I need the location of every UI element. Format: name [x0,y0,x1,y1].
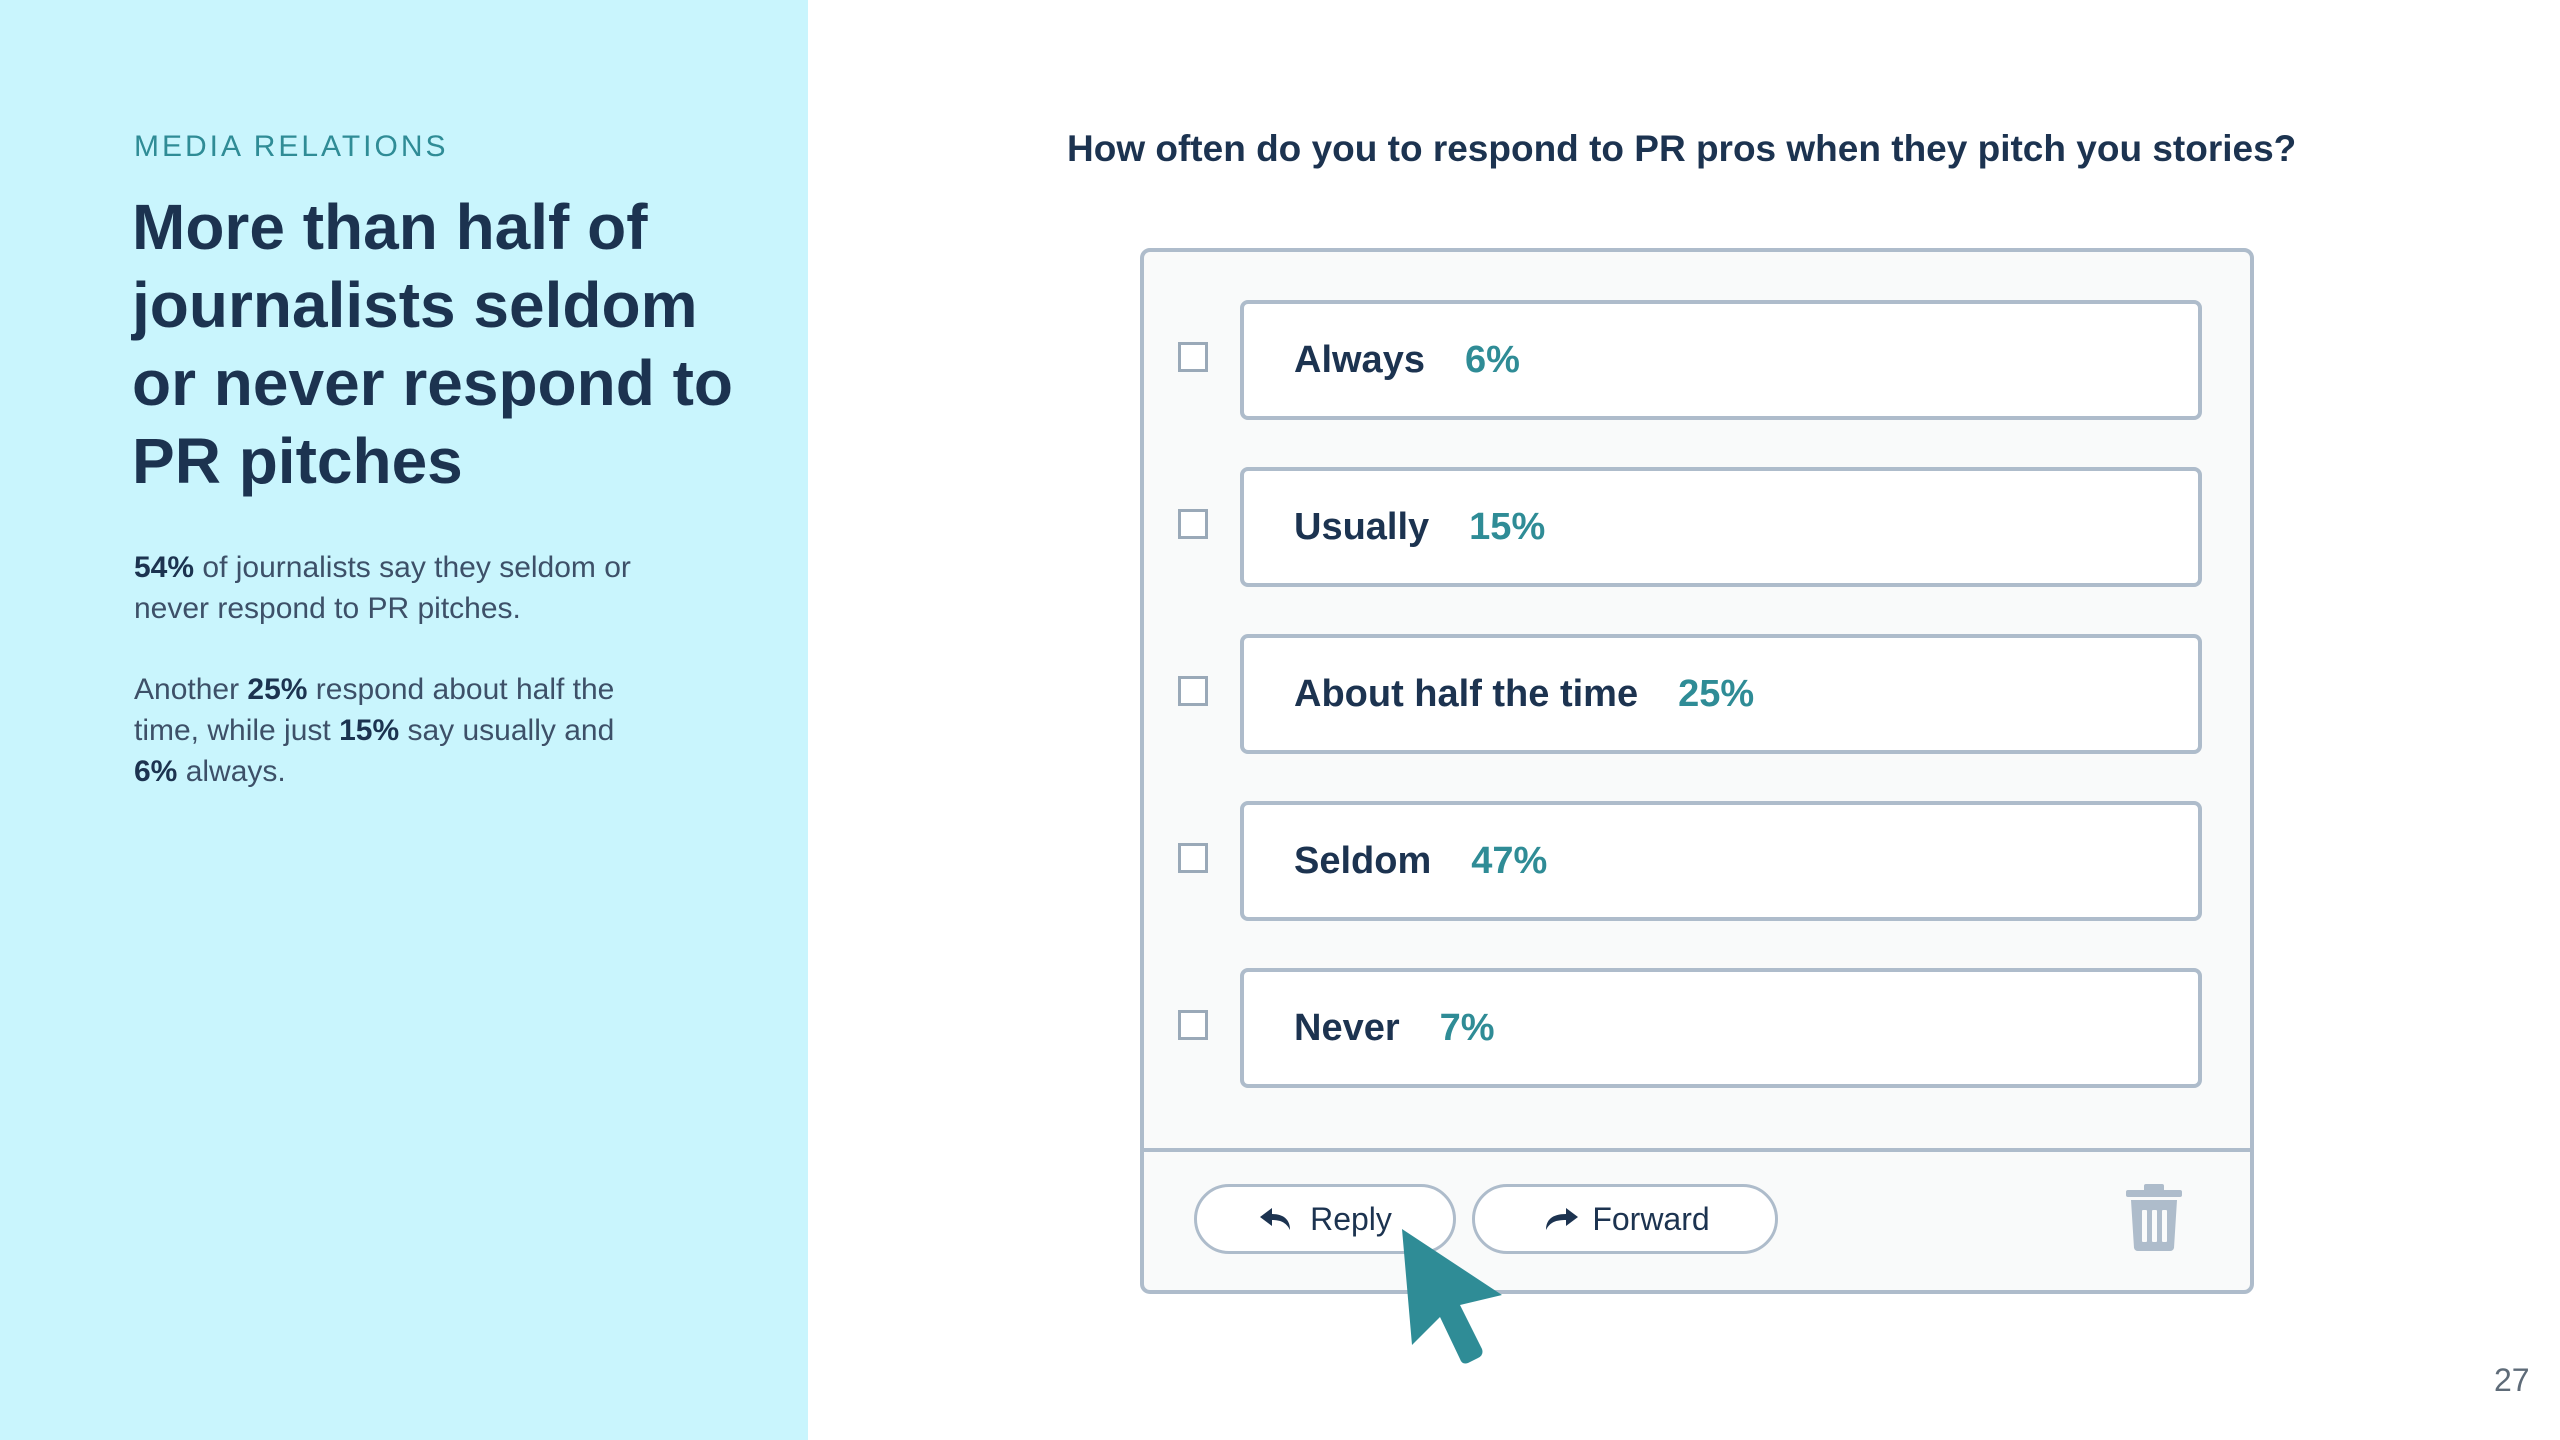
stat-seldom-never: 54% [134,551,195,584]
poll-option-usually: Usually 15% [1144,467,2250,587]
mouse-pointer-icon [1402,1229,1502,1364]
summary-text-2b: respond about half the time, while just [134,673,615,747]
option-button-usually[interactable]: Usually 15% [1240,467,2202,587]
summary-text-2d: always. [177,755,286,788]
summary-paragraph-2: Another 25% respond about half the time,… [134,669,654,792]
option-button-half[interactable]: About half the time 25% [1240,634,2202,754]
option-percent: 25% [1678,672,1755,715]
option-percent: 7% [1439,1006,1495,1049]
option-percent: 47% [1471,839,1548,882]
forward-button[interactable]: Forward [1472,1184,1778,1254]
option-label: Always [1294,338,1425,381]
summary-text-1: of journalists say they seldom or never … [134,551,631,625]
reply-arrow-icon [1260,1208,1291,1230]
stat-always: 6% [134,755,178,788]
summary-paragraph-1: 54% of journalists say they seldom or ne… [134,547,654,629]
option-button-never[interactable]: Never 7% [1240,968,2202,1088]
forward-label: Forward [1592,1200,1710,1237]
poll-question: How often do you to respond to PR pros w… [1067,128,2297,169]
option-label: Seldom [1294,839,1432,882]
option-percent: 6% [1464,338,1520,381]
forward-arrow-icon [1546,1208,1579,1230]
option-button-seldom[interactable]: Seldom 47% [1240,801,2202,921]
section-eyebrow: MEDIA RELATIONS [134,130,449,163]
poll-option-never: Never 7% [1144,968,2250,1088]
left-panel: MEDIA RELATIONS More than half of journa… [0,0,808,1440]
checkbox-always[interactable] [1178,342,1208,372]
option-button-always[interactable]: Always 6% [1240,300,2202,420]
page-title: More than half of journalists seldom or … [132,191,733,497]
poll-card: Always 6% Usually 15% About half the tim… [1140,248,2254,1294]
checkbox-usually[interactable] [1178,509,1208,539]
poll-option-seldom: Seldom 47% [1144,801,2250,921]
card-divider [1144,1148,2250,1152]
checkbox-half[interactable] [1178,676,1208,706]
poll-option-always: Always 6% [1144,300,2250,420]
option-percent: 15% [1469,505,1546,548]
page-number: 27 [2494,1362,2530,1398]
reply-label: Reply [1310,1200,1392,1237]
option-label: Usually [1294,505,1430,548]
stat-half-time: 25% [247,673,308,706]
stat-usually: 15% [339,714,400,747]
option-label: About half the time [1294,672,1639,715]
summary-text-2a: Another [134,673,248,706]
checkbox-never[interactable] [1178,1010,1208,1040]
summary-text-2c: say usually and [399,714,615,747]
option-label: Never [1294,1006,1400,1049]
trash-icon[interactable] [2122,1182,2186,1252]
checkbox-seldom[interactable] [1178,843,1208,873]
poll-option-half: About half the time 25% [1144,634,2250,754]
